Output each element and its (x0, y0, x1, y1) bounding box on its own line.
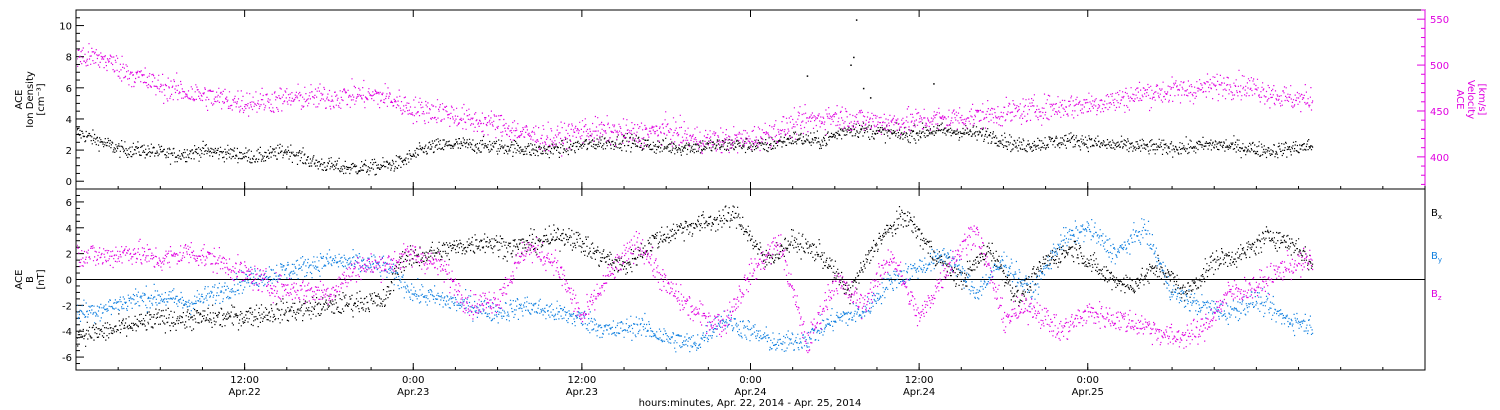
left-axis-tick-label: -4 (62, 327, 72, 338)
left-axis-label-line: ACE (14, 90, 25, 110)
right-axis-label-line: [km/s] (1476, 84, 1487, 116)
outlier-point (869, 97, 872, 99)
left-axis-tick-label: -2 (62, 301, 72, 312)
outlier-point (853, 56, 855, 59)
left-axis-tick-label: 0 (66, 276, 72, 287)
left-axis-tick-label: 6 (66, 198, 72, 209)
left-axis-tick-label: 0 (66, 177, 72, 188)
outlier-point (806, 75, 809, 77)
left-axis-tick-label: 4 (66, 224, 72, 235)
series-points-by (77, 218, 1314, 353)
x-axis-time-label: 12:00 (230, 375, 259, 386)
x-axis-date-label: Apr.24 (903, 387, 935, 398)
outlier-point (862, 87, 865, 90)
right-axis-label-line: ACE (1454, 90, 1465, 110)
outlier-point (850, 64, 852, 66)
x-axis-date-label: Apr.23 (397, 387, 429, 398)
left-axis-tick-label: 8 (66, 53, 72, 64)
x-axis-date-label: Apr.24 (734, 387, 766, 398)
right-axis-tick-label: 450 (1430, 107, 1449, 118)
outlier-point (855, 19, 858, 21)
magnetic-field-panel: -6 -4 -2 0 2 4 6 ACE B [nT] Bx By Bz (14, 188, 1442, 371)
right-axis-tick-label: 550 (1430, 15, 1449, 26)
left-axis-tick-label: 4 (66, 115, 72, 126)
series-points-bz (77, 225, 1314, 354)
left-axis-tick-label: 10 (59, 22, 72, 33)
outlier-point (933, 83, 935, 85)
left-axis-tick-label: 2 (66, 146, 72, 157)
x-axis-date-label: Apr.22 (228, 387, 260, 398)
left-axis-label-line: Ion Density (25, 71, 36, 128)
series-points-1 (77, 43, 1314, 157)
x-axis-time-label: 0:00 (402, 375, 424, 386)
x-axis-date-label: Apr.25 (1072, 387, 1104, 398)
x-axis-date-label: Apr.23 (566, 387, 598, 398)
x-axis-time-label: 0:00 (1077, 375, 1099, 386)
left-axis-tick-label: 2 (66, 250, 72, 261)
x-axis-time-label: 0:00 (739, 375, 761, 386)
right-axis-tick-label: 500 (1430, 61, 1449, 72)
right-axis-tick-label: 400 (1430, 153, 1449, 164)
left-axis-label-line: B (25, 276, 36, 283)
left-axis-label-line: ACE (14, 270, 25, 290)
right-axis-label-line: Velocity (1465, 80, 1476, 119)
legend-entry-by: By (1431, 251, 1442, 264)
x-axis-time-label: 12:00 (905, 375, 934, 386)
left-axis-label-line: [nT] (36, 269, 47, 289)
legend-entry-bx: Bx (1431, 208, 1442, 221)
left-axis-label-line: [cm⁻³] (36, 83, 47, 115)
x-axis-title: hours:minutes, Apr. 22, 2014 - Apr. 25, … (639, 398, 862, 409)
legend-entry-bz: Bz (1431, 289, 1442, 302)
time-axis: 12:00Apr.220:00Apr.2312:00Apr.230:00Apr.… (228, 375, 1103, 398)
x-axis-time-label: 12:00 (567, 375, 596, 386)
series-points-0 (77, 122, 1314, 176)
left-axis-tick-label: -6 (62, 353, 72, 364)
plot-frame (75, 9, 1426, 190)
left-axis-tick-label: 6 (66, 84, 72, 95)
